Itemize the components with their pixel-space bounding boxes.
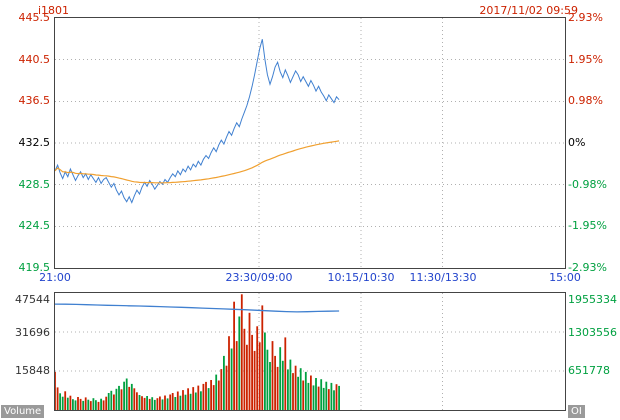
time-axis-tick: 11:30/13:30 [409, 271, 477, 284]
time-axis-tick: 15:00 [549, 271, 581, 284]
price-axis-tick: 445.5 [18, 11, 51, 24]
percent-axis-tick: 0.98% [568, 94, 603, 107]
volume-series-canvas[interactable] [55, 293, 565, 410]
price-axis-tick: 436.5 [18, 94, 51, 107]
price-axis-tick: 440.5 [18, 53, 51, 66]
price-series-canvas[interactable] [55, 18, 565, 268]
contract-symbol: i1801 [38, 4, 70, 17]
volume-axis-tick: 47544 [15, 293, 50, 306]
percent-axis-tick: -1.95% [568, 219, 607, 232]
percent-axis-tick: 1.95% [568, 53, 603, 66]
percent-axis-tick: -2.93% [568, 261, 607, 274]
volume-axis-tick: 31696 [15, 326, 50, 339]
time-axis-tick: 23:30/09:00 [225, 271, 293, 284]
oi-axis-tick: 651778 [568, 364, 610, 377]
price-chart-plot[interactable] [54, 17, 566, 269]
percent-axis-tick: -0.98% [568, 178, 607, 191]
volume-indicator-selector[interactable]: Volume [1, 405, 45, 418]
price-axis-tick: 419.5 [18, 261, 51, 274]
oi-axis-tick: 1955334 [568, 293, 617, 306]
oi-indicator-selector[interactable]: OI [568, 405, 585, 418]
time-axis-tick: 21:00 [39, 271, 71, 284]
time-axis-tick: 10:15/10:30 [327, 271, 395, 284]
price-axis-tick: 428.5 [18, 178, 51, 191]
percent-axis-tick: 2.93% [568, 11, 603, 24]
price-axis-tick: 432.5 [18, 136, 51, 149]
percent-axis-tick: 0% [568, 136, 586, 149]
volume-chart-plot[interactable] [54, 292, 566, 411]
price-axis-tick: 424.5 [18, 219, 51, 232]
quote-datetime: 2017/11/02 09:59 [479, 4, 578, 17]
volume-axis-tick: 15848 [15, 364, 50, 377]
oi-axis-tick: 1303556 [568, 326, 617, 339]
